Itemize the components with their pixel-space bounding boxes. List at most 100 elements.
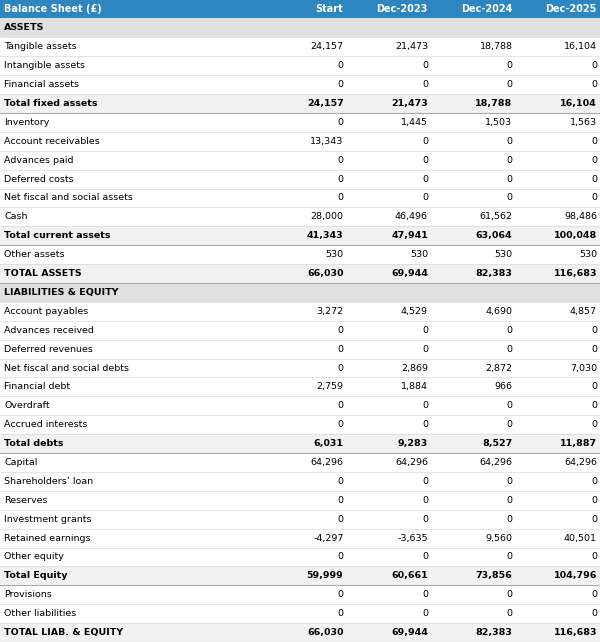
Bar	[262, 151, 347, 169]
Text: 64,296: 64,296	[395, 458, 428, 467]
Bar	[0, 623, 262, 642]
Bar	[262, 472, 347, 491]
Text: Total Equity: Total Equity	[4, 571, 68, 580]
Text: -4,297: -4,297	[313, 534, 343, 542]
Text: 64,296: 64,296	[311, 458, 343, 467]
Text: 41,343: 41,343	[307, 231, 343, 240]
Text: 0: 0	[422, 609, 428, 618]
Text: 0: 0	[337, 609, 343, 618]
Bar	[262, 113, 347, 132]
Text: 116,683: 116,683	[553, 269, 597, 278]
Text: 0: 0	[337, 553, 343, 562]
Text: 0: 0	[591, 383, 597, 392]
Text: 1,503: 1,503	[485, 118, 512, 127]
Bar	[515, 151, 600, 169]
Text: 0: 0	[422, 175, 428, 184]
Bar	[0, 113, 262, 132]
Text: 61,562: 61,562	[479, 213, 512, 221]
Text: 530: 530	[579, 250, 597, 259]
Bar	[347, 566, 431, 586]
Bar	[515, 75, 600, 94]
Bar	[262, 434, 347, 453]
Text: Investment grants: Investment grants	[4, 515, 92, 524]
Bar	[515, 245, 600, 264]
Bar	[515, 227, 600, 245]
Text: Advances paid: Advances paid	[4, 156, 74, 165]
Bar	[347, 94, 431, 113]
Text: 0: 0	[506, 193, 512, 202]
Text: -3,635: -3,635	[397, 534, 428, 542]
Bar	[515, 321, 600, 340]
Text: Cash: Cash	[4, 213, 28, 221]
Text: 2,759: 2,759	[317, 383, 343, 392]
Text: Reserves: Reserves	[4, 496, 48, 505]
Text: 0: 0	[422, 137, 428, 146]
Bar	[347, 169, 431, 189]
Bar	[262, 283, 347, 302]
Bar	[515, 37, 600, 56]
Bar	[0, 94, 262, 113]
Text: 0: 0	[506, 61, 512, 70]
Bar	[347, 359, 431, 377]
Bar	[515, 548, 600, 566]
Bar	[431, 113, 515, 132]
Bar	[347, 528, 431, 548]
Bar	[0, 151, 262, 169]
Text: 104,796: 104,796	[554, 571, 597, 580]
Text: 530: 530	[325, 250, 343, 259]
Text: Financial assets: Financial assets	[4, 80, 79, 89]
Bar	[262, 207, 347, 227]
Text: 0: 0	[591, 421, 597, 429]
Bar	[0, 37, 262, 56]
Bar	[347, 302, 431, 321]
Text: Other equity: Other equity	[4, 553, 64, 562]
Bar	[515, 113, 600, 132]
Bar	[515, 604, 600, 623]
Bar	[262, 19, 347, 37]
Text: 7,030: 7,030	[570, 363, 597, 372]
Text: 1,445: 1,445	[401, 118, 428, 127]
Bar	[0, 340, 262, 359]
Bar	[515, 528, 600, 548]
Bar	[431, 340, 515, 359]
Text: 0: 0	[422, 553, 428, 562]
Text: 0: 0	[591, 609, 597, 618]
Text: 64,296: 64,296	[564, 458, 597, 467]
Bar	[431, 245, 515, 264]
Bar	[0, 434, 262, 453]
Bar	[347, 19, 431, 37]
Bar	[262, 94, 347, 113]
Bar	[515, 169, 600, 189]
Bar	[0, 604, 262, 623]
Text: Retained earnings: Retained earnings	[4, 534, 91, 542]
Bar	[431, 586, 515, 604]
Text: Advances received: Advances received	[4, 325, 94, 334]
Bar	[431, 472, 515, 491]
Bar	[431, 302, 515, 321]
Bar	[0, 75, 262, 94]
Bar	[347, 377, 431, 396]
Bar	[347, 604, 431, 623]
Bar	[347, 472, 431, 491]
Text: 16,104: 16,104	[560, 99, 597, 108]
Bar	[262, 377, 347, 396]
Bar	[0, 245, 262, 264]
Text: 0: 0	[337, 515, 343, 524]
Text: 98,486: 98,486	[564, 213, 597, 221]
Bar	[262, 227, 347, 245]
Text: 0: 0	[506, 345, 512, 354]
Text: Provisions: Provisions	[4, 590, 52, 599]
Text: 0: 0	[337, 401, 343, 410]
Bar	[262, 510, 347, 528]
Bar	[347, 207, 431, 227]
Text: 0: 0	[337, 80, 343, 89]
Bar	[515, 377, 600, 396]
Bar	[262, 623, 347, 642]
Bar	[0, 453, 262, 472]
Text: 0: 0	[337, 421, 343, 429]
Text: 0: 0	[506, 515, 512, 524]
Text: Deferred revenues: Deferred revenues	[4, 345, 93, 354]
Text: 0: 0	[506, 80, 512, 89]
Text: 0: 0	[422, 345, 428, 354]
Bar	[431, 0, 515, 19]
